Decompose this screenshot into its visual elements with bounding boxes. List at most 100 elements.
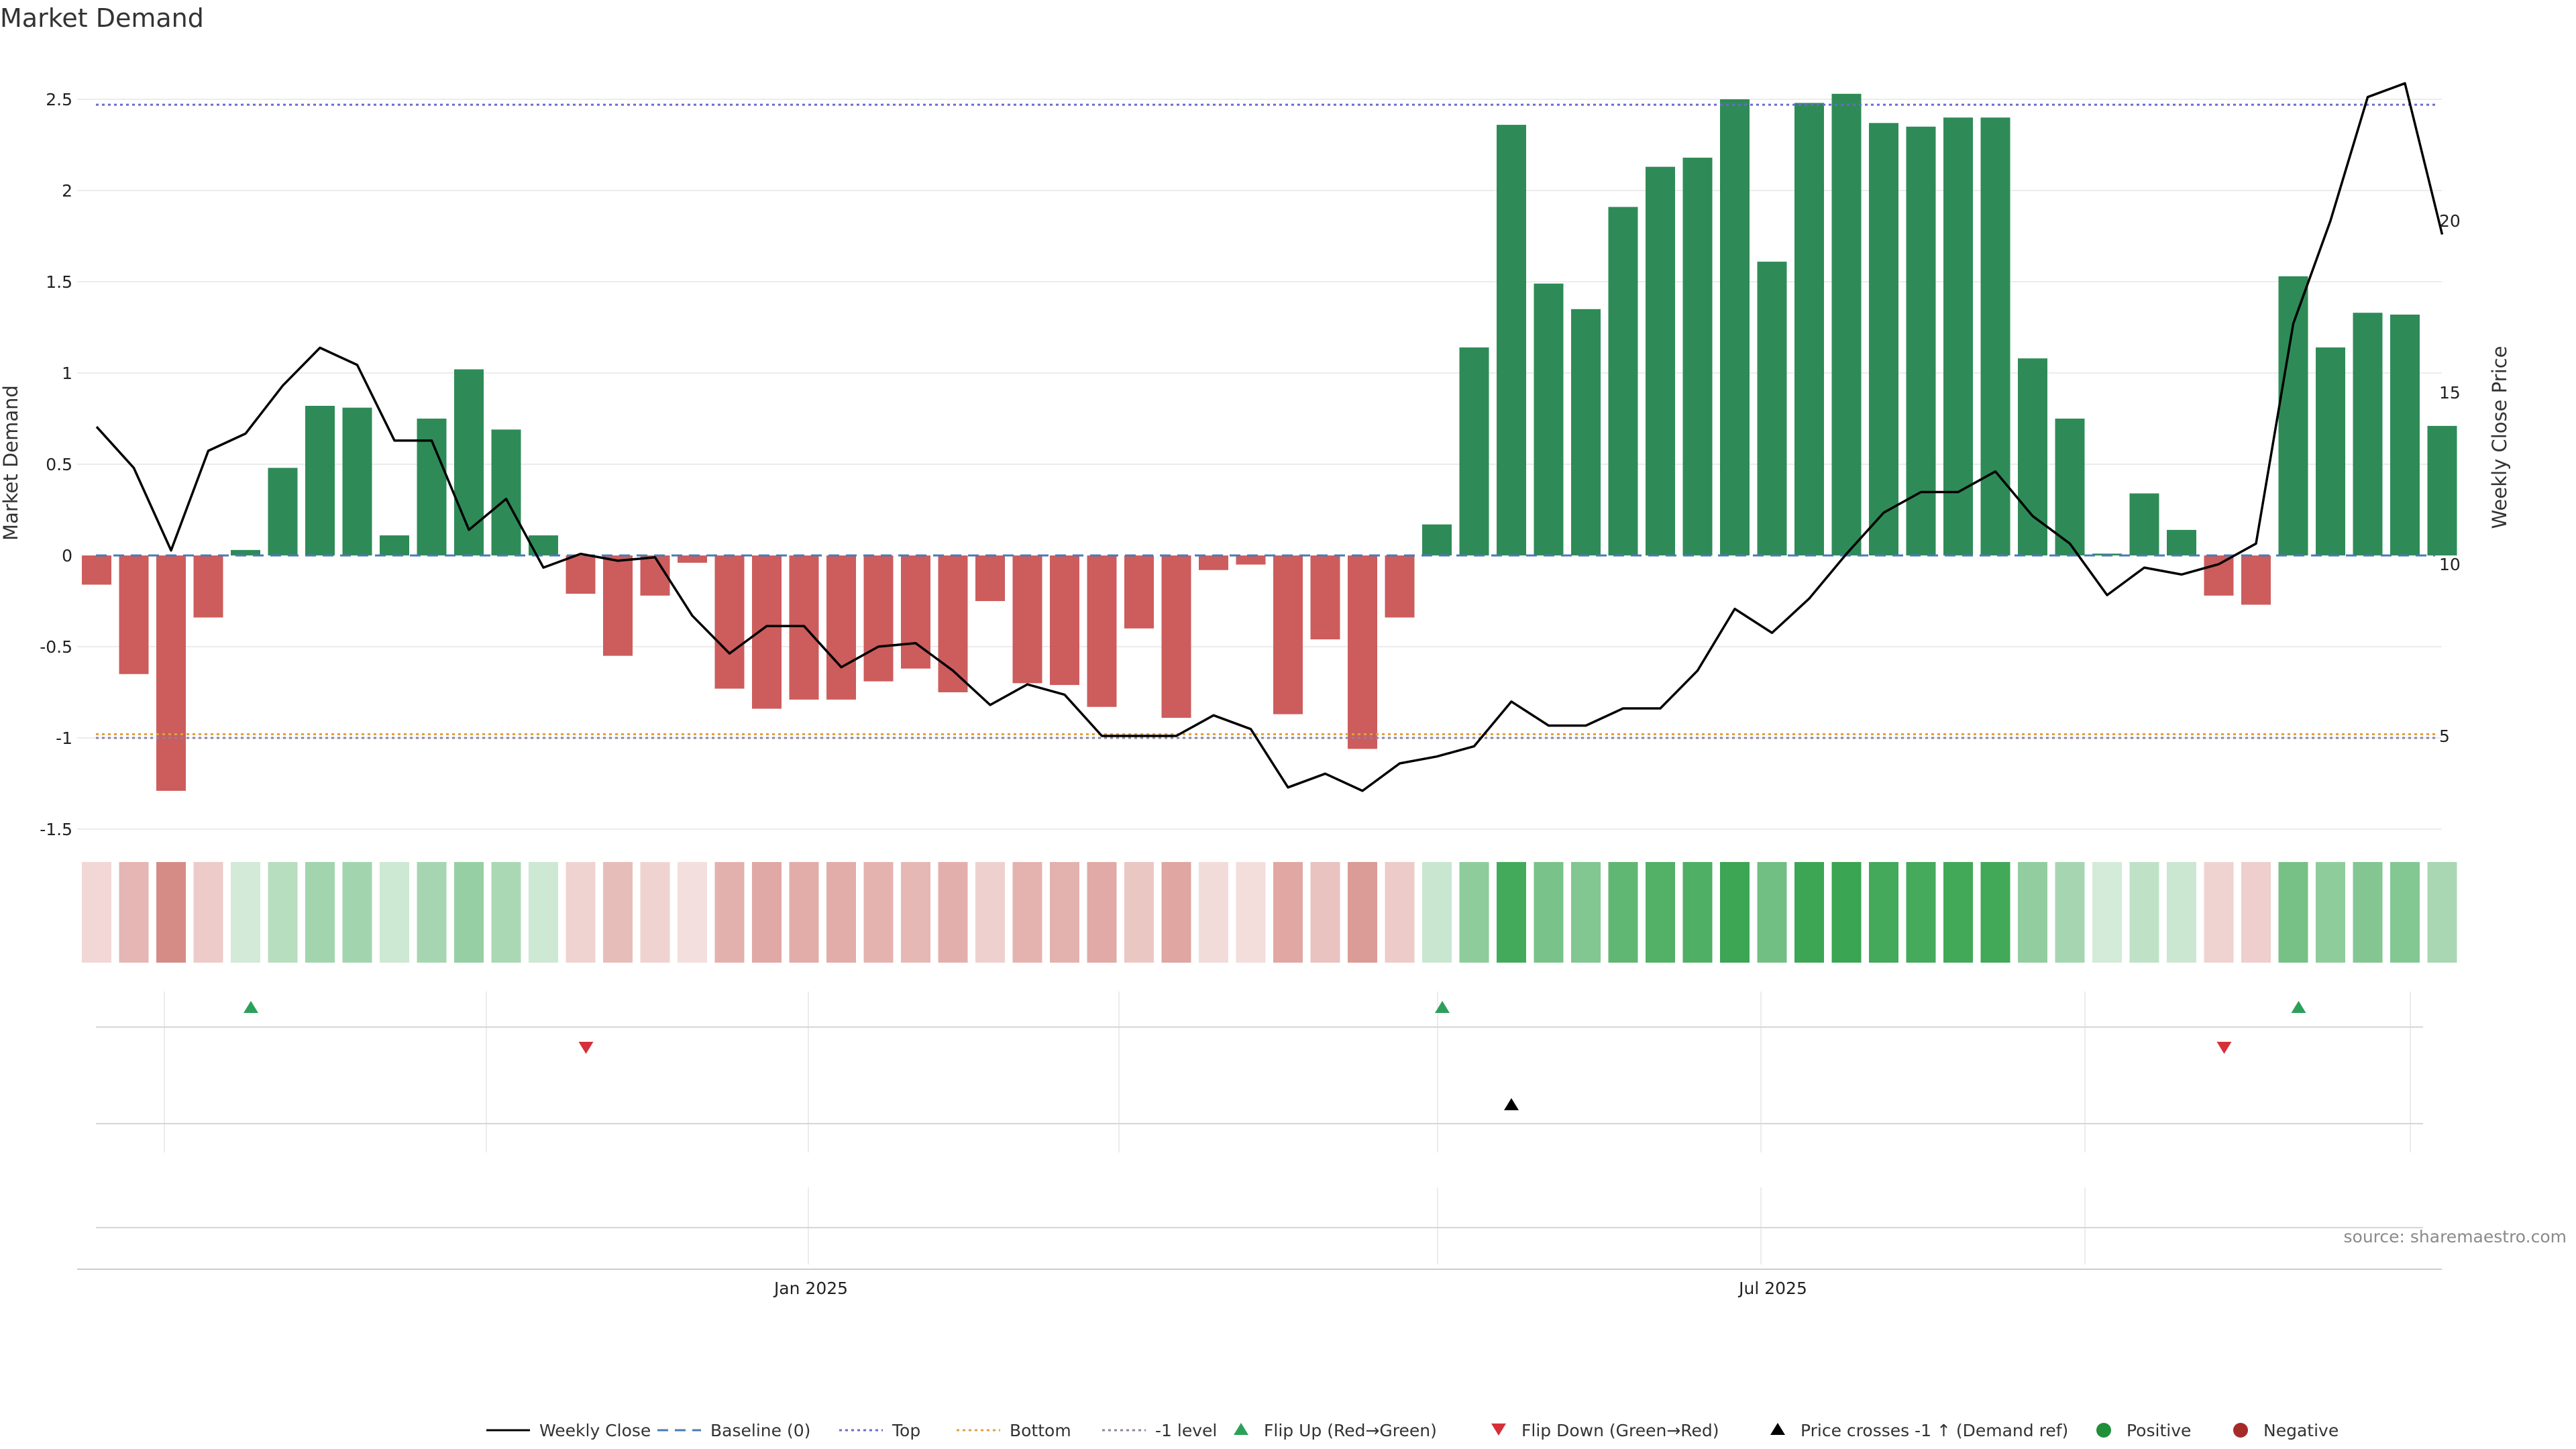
flip-up-marker [1435, 1001, 1450, 1013]
positive-bar [380, 535, 409, 555]
heat-cell [2167, 862, 2196, 963]
positive-bar [454, 369, 484, 555]
heat-cell [975, 862, 1005, 963]
negative-bar [826, 555, 856, 700]
heat-cell [193, 862, 223, 963]
negative-bar [82, 555, 111, 585]
heat-cell [1534, 862, 1564, 963]
positive-bar [1646, 166, 1675, 555]
y2-tick-label: 20 [2439, 211, 2461, 231]
positive-bar [2055, 419, 2085, 555]
heat-cell [231, 862, 260, 963]
legend-label: Flip Up (Red→Green) [1264, 1421, 1437, 1440]
heat-cell [1720, 862, 1750, 963]
demand-bars [82, 93, 2457, 791]
legend-item: -1 level [1102, 1421, 1217, 1440]
heat-cell [2018, 862, 2047, 963]
heat-cell [826, 862, 856, 963]
positive-bar [1571, 309, 1601, 555]
heat-cell [1794, 862, 1824, 963]
positive-bar [2316, 347, 2345, 555]
negative-bar [1012, 555, 1042, 684]
positive-bar [2390, 314, 2420, 555]
y2-axis-label: Weekly Close Price [2488, 346, 2511, 529]
positive-bar [1757, 262, 1787, 555]
positive-bar [1497, 125, 1526, 555]
positive-bar [1682, 158, 1713, 556]
positive-bar [1720, 99, 1750, 555]
heat-cell [1571, 862, 1601, 963]
heat-cell [1831, 862, 1862, 963]
negative-bar [1236, 555, 1266, 565]
negative-bar [119, 555, 149, 674]
heat-cell [714, 862, 745, 963]
legend-item: Positive [2096, 1421, 2191, 1440]
heat-cell [603, 862, 633, 963]
heat-cell [1980, 862, 2010, 963]
heat-cell [2427, 862, 2457, 963]
positive-bar [2018, 358, 2047, 555]
heat-cell [2278, 862, 2308, 963]
positive-bar [2129, 493, 2159, 555]
legend-label: -1 level [1155, 1421, 1217, 1440]
legend-item: Price crosses -1 ↑ (Demand ref) [1770, 1421, 2068, 1440]
y-tick-label: -1 [56, 729, 72, 748]
legend-swatch [2233, 1423, 2248, 1438]
flip-up-marker [2291, 1001, 2306, 1013]
heat-cell [2092, 862, 2122, 963]
heat-cell [863, 862, 894, 963]
heat-cell [1012, 862, 1042, 963]
negative-bar [975, 555, 1005, 601]
legend-item: Weekly Close [486, 1421, 651, 1440]
legend-swatch [1234, 1423, 1248, 1435]
x-tick-label: Jul 2025 [1737, 1279, 1807, 1298]
heat-cell [1906, 862, 1936, 963]
positive-bar [1831, 93, 1862, 556]
heat-cell [640, 862, 670, 963]
positive-bar [417, 419, 447, 555]
heat-cell [1087, 862, 1117, 963]
negative-bar [1161, 555, 1191, 718]
legend-swatch [2096, 1423, 2111, 1438]
positive-bar [342, 407, 372, 555]
heat-cell [752, 862, 782, 963]
positive-bar [2427, 425, 2457, 555]
weekly-close-series [95, 82, 2444, 792]
negative-bar [156, 555, 186, 791]
positive-bar [1943, 117, 1973, 555]
heat-cell [156, 862, 186, 963]
heat-cell [1385, 862, 1415, 963]
heat-cell [2055, 862, 2085, 963]
heat-cell [1310, 862, 1340, 963]
legend-label: Baseline (0) [710, 1421, 810, 1440]
legend-label: Weekly Close [539, 1421, 651, 1440]
heat-cell [901, 862, 930, 963]
heat-cell [2353, 862, 2383, 963]
positive-bar [1906, 126, 1936, 556]
heat-cell [1348, 862, 1377, 963]
heat-cell [789, 862, 819, 963]
y2-tick-label: 10 [2439, 555, 2461, 574]
y-tick-label: 2 [62, 181, 72, 201]
legend-label: Top [892, 1421, 920, 1440]
flip-down-marker [2216, 1042, 2232, 1054]
legend-label: Bottom [1010, 1421, 1071, 1440]
negative-bar [1087, 555, 1117, 707]
negative-bar [640, 555, 670, 596]
legend-item: Flip Down (Green→Red) [1491, 1421, 1719, 1440]
reference-lines [96, 103, 2435, 739]
heat-cell [2129, 862, 2159, 963]
y-tick-label: 2.5 [46, 90, 72, 109]
positive-bar [1608, 207, 1638, 556]
heat-cell [1273, 862, 1303, 963]
y-tick-label: 0.5 [46, 455, 72, 474]
heat-cell [491, 862, 521, 963]
negative-bar [193, 555, 223, 618]
negative-bar [1124, 555, 1154, 629]
y-tick-label: -1.5 [40, 820, 72, 839]
heat-cell [2316, 862, 2345, 963]
legend-label: Positive [2127, 1421, 2191, 1440]
heat-cell [454, 862, 484, 963]
heat-cell [1497, 862, 1526, 963]
